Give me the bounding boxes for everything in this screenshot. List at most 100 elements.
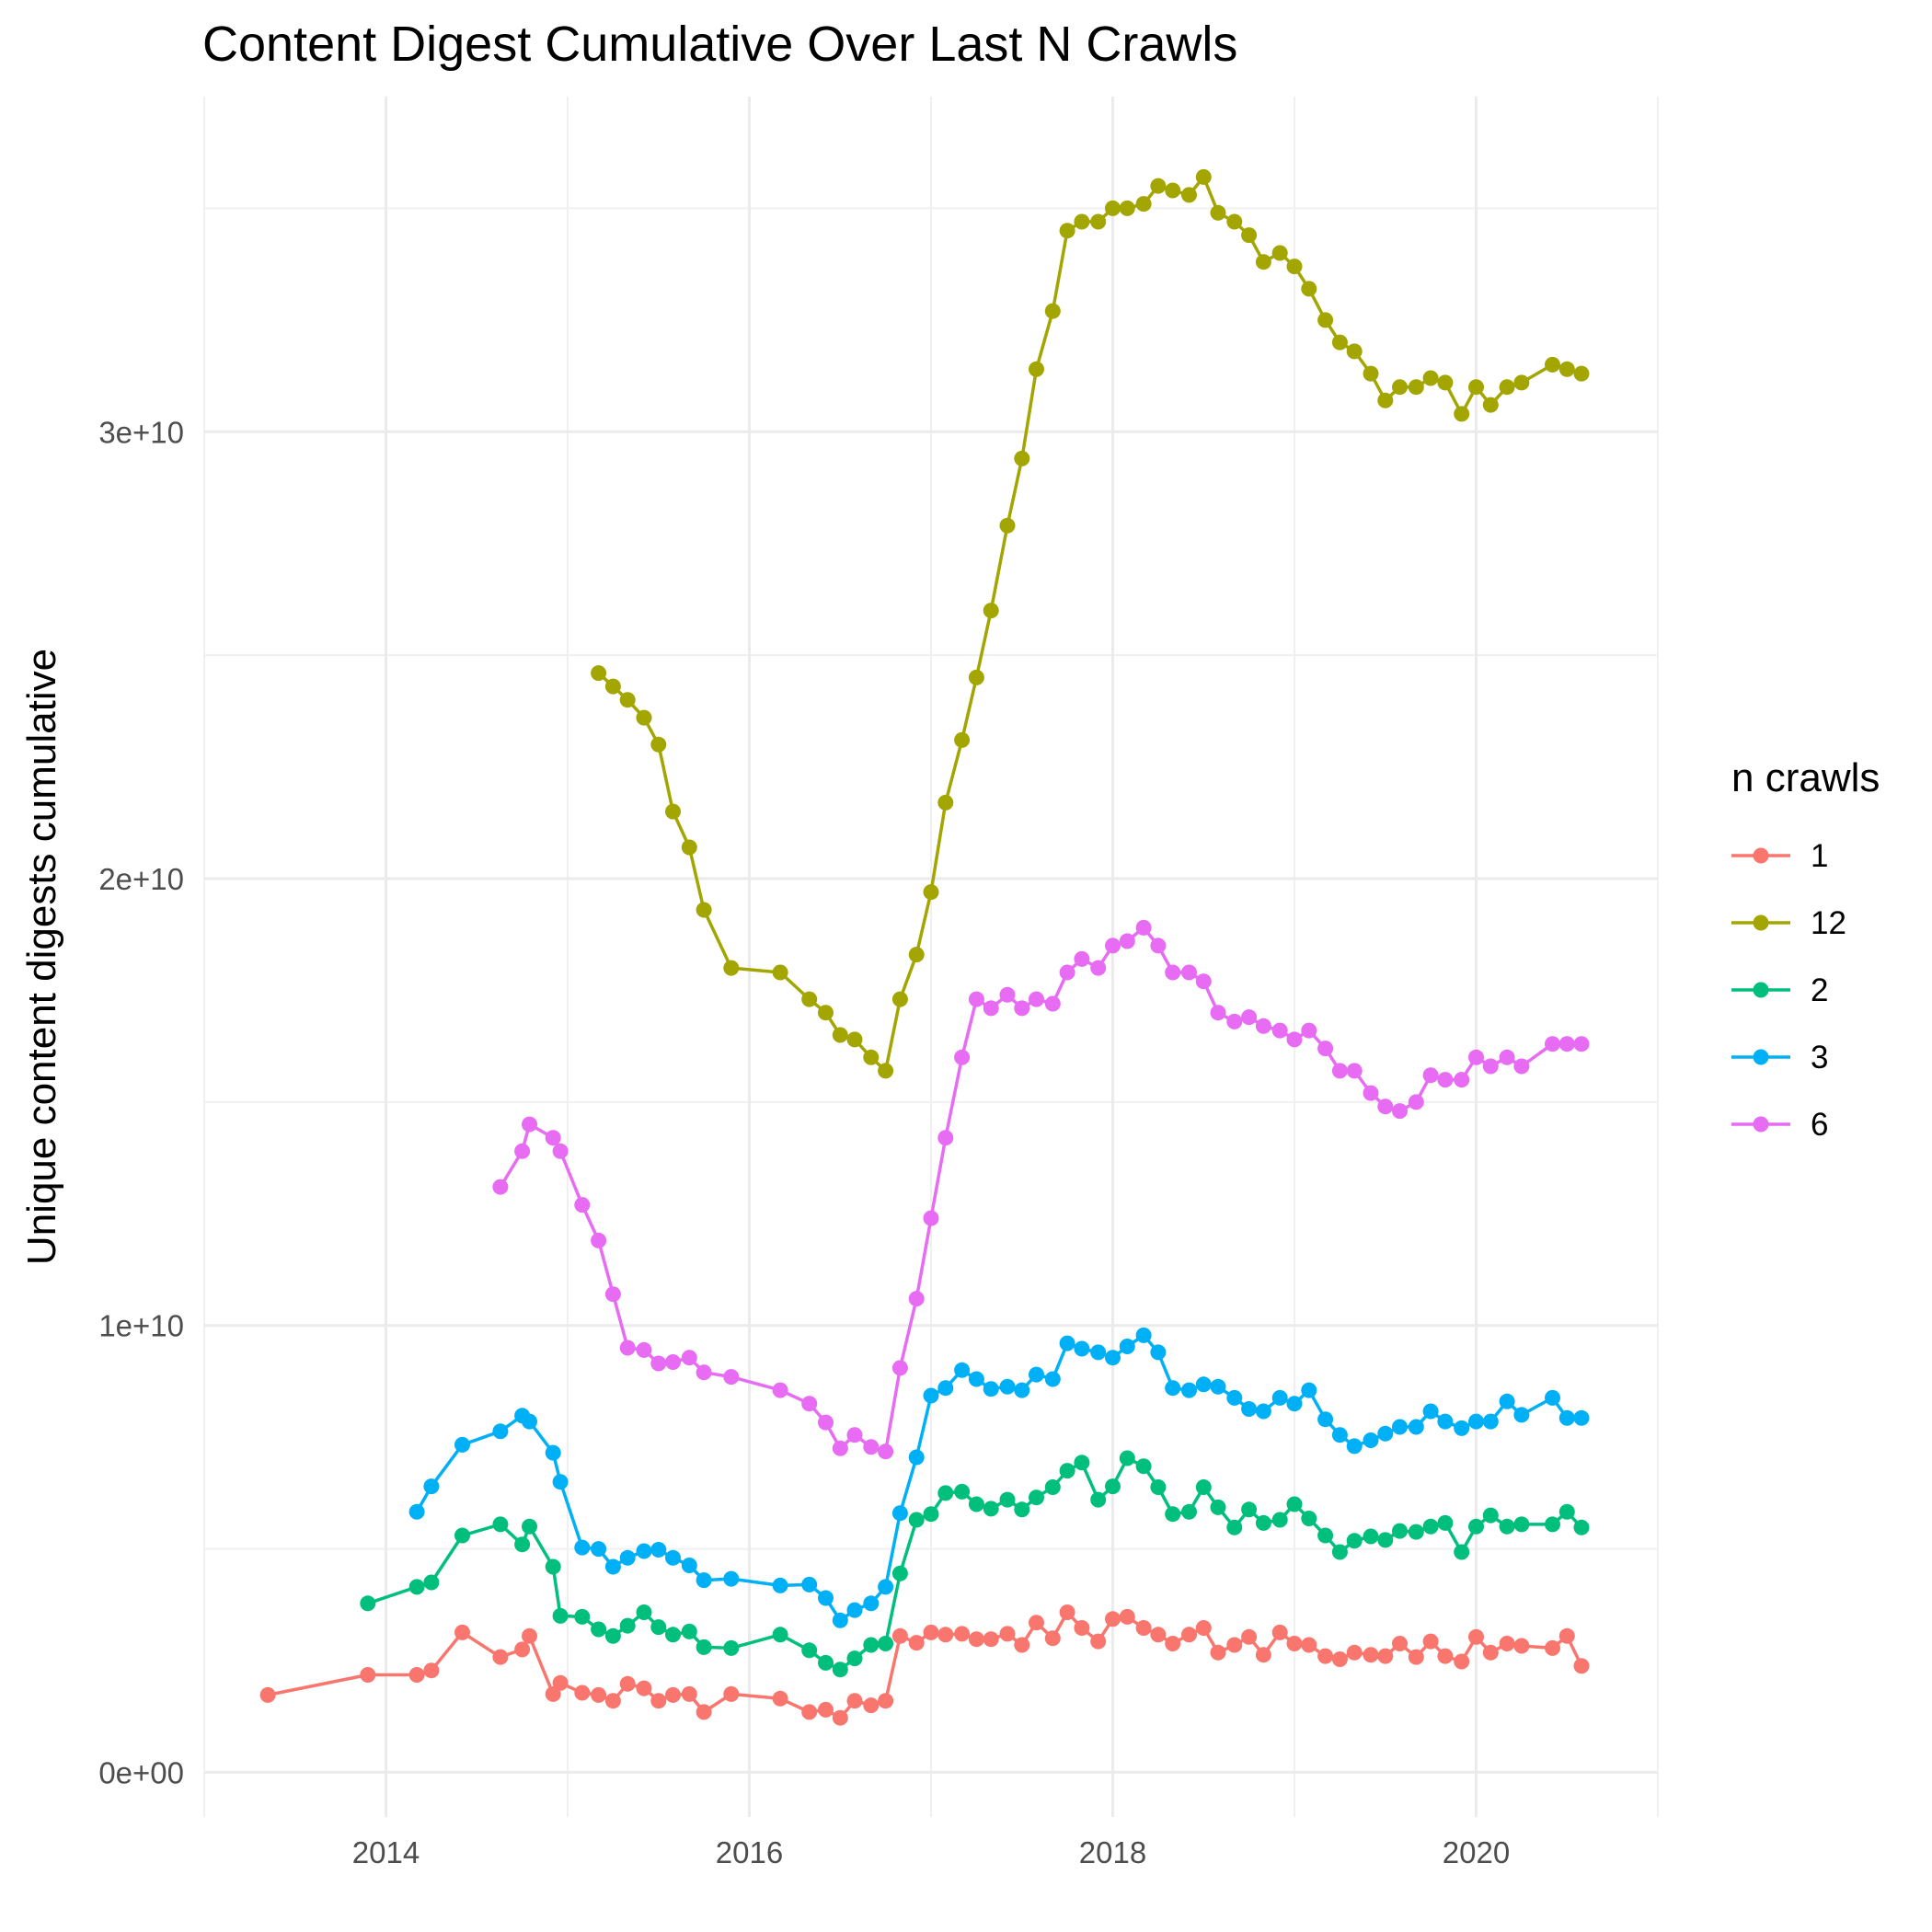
data-point [1044,303,1061,319]
data-point [923,1387,939,1404]
data-point [1408,1419,1424,1435]
data-point [1210,1378,1226,1395]
data-point [1029,991,1044,1007]
data-point [1241,227,1258,244]
data-point [818,1701,834,1718]
data-point [1286,259,1303,275]
data-point [1029,1489,1044,1506]
grid [203,97,1659,1817]
data-point [937,1130,954,1146]
data-point [1241,1009,1258,1026]
data-point [818,1654,834,1671]
data-point [604,1627,621,1644]
data-point [1346,1438,1363,1455]
data-point [360,1595,376,1612]
data-point [1286,1396,1303,1412]
data-point [1255,1514,1271,1531]
data-point [1014,450,1030,466]
data-point [1255,254,1271,270]
data-point [1135,1327,1152,1343]
data-point [665,1549,681,1566]
data-point [723,1369,740,1386]
data-point [423,1662,440,1679]
legend-key-point [1753,847,1769,864]
data-point [1482,1644,1499,1661]
data-point [801,1642,818,1659]
data-point [1105,200,1121,216]
x-axis-ticks: 2014 2016 2018 2020 [352,1835,1510,1869]
data-point [514,1641,531,1658]
data-point [1331,1427,1348,1443]
data-point [1271,245,1288,261]
data-point [574,1608,591,1625]
data-point [1545,1639,1560,1656]
data-point [999,1378,1016,1395]
data-point [1044,995,1061,1012]
data-point [832,1027,848,1043]
data-point [983,603,999,619]
data-point [1408,379,1424,396]
legend-item-1: 1 [1731,838,1828,874]
data-point [1545,1036,1560,1052]
data-point [1241,1401,1258,1417]
data-point [832,1440,848,1456]
data-point [1499,1049,1515,1065]
data-point [492,1649,509,1665]
data-point [999,986,1016,1003]
legend-title: n crawls [1731,755,1880,800]
data-point [1150,1627,1167,1643]
data-point [591,665,607,682]
data-point [423,1478,440,1495]
data-point [891,1565,908,1581]
data-point [1119,933,1135,949]
data-point [552,1607,569,1624]
data-point [1573,1519,1590,1535]
data-point [665,803,681,820]
data-point [968,991,984,1007]
data-point [552,1474,569,1490]
data-point [1499,379,1515,396]
data-point [1135,196,1152,213]
data-point [1210,1644,1226,1661]
legend-label: 12 [1811,905,1846,941]
data-point [1226,213,1243,230]
data-point [1195,168,1212,185]
data-point [968,1631,984,1648]
data-point [696,1639,712,1655]
series-1 [259,1604,1590,1726]
data-point [908,1512,925,1528]
data-point [1363,1647,1379,1663]
data-point [772,1690,788,1707]
data-point [999,1491,1016,1508]
data-point [1165,182,1181,199]
data-point [1573,1658,1590,1674]
y-axis-ticks: 0e+00 1e+10 2e+10 3e+10 [98,415,184,1789]
data-point [454,1624,470,1640]
data-point [1301,1022,1317,1039]
x-tick-label: 2018 [1079,1835,1146,1869]
data-point [1241,1501,1258,1518]
data-point [863,1049,880,1065]
data-point [665,1627,681,1643]
data-point [846,1650,863,1667]
data-point [1090,1491,1107,1508]
data-point [514,1536,531,1553]
data-point [1255,1018,1271,1034]
data-point [1119,200,1135,216]
data-point [1210,1499,1226,1515]
data-point [1377,1532,1394,1548]
data-point [863,1637,880,1653]
data-point [1181,964,1197,981]
legend-label: 3 [1811,1040,1828,1075]
data-point [891,1505,908,1522]
data-point [1255,1647,1271,1663]
data-point [1150,1479,1167,1495]
data-point [1090,1633,1107,1650]
data-point [1408,1524,1424,1540]
legend-label: 1 [1811,838,1828,874]
data-point [1044,1371,1061,1387]
data-point [1377,1648,1394,1664]
data-point [772,964,788,981]
data-point [954,1049,971,1065]
